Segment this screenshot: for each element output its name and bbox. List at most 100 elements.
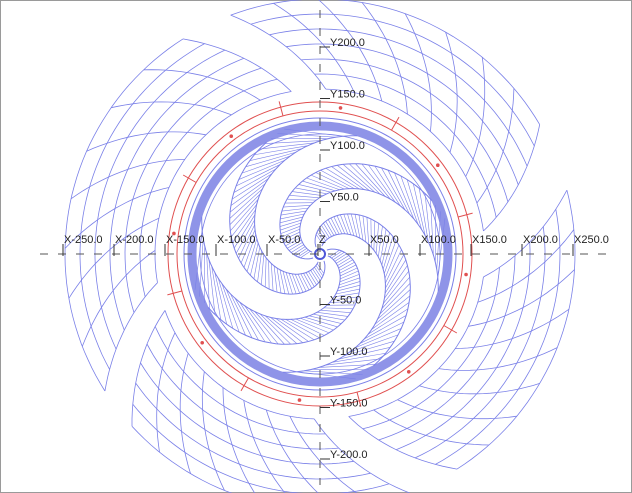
spiral-hatch <box>275 318 309 342</box>
spiral-hatch <box>257 250 262 282</box>
y-axis-label: Y-200.0 <box>330 449 368 461</box>
spiral-hatch <box>271 263 274 291</box>
spiral-hatch <box>306 177 340 191</box>
wire-radial <box>131 310 166 427</box>
y-axis-label: Y-150.0 <box>330 398 368 410</box>
spiral-hatch <box>343 214 352 235</box>
spiral-hatch <box>264 257 267 288</box>
spiral-hatch <box>381 276 410 309</box>
wire-radial <box>81 250 156 347</box>
spiral-hatch <box>292 191 324 196</box>
spiral-hatch <box>338 281 361 289</box>
spiral-hatch <box>354 214 361 239</box>
spiral-hatch <box>323 223 332 237</box>
spiral-hatch <box>250 243 259 276</box>
spiral-hatch <box>340 267 358 277</box>
spiral-hatch <box>329 300 357 303</box>
spiral-hatch <box>282 231 300 241</box>
spiral-hatch <box>280 318 315 341</box>
spiral-hatch <box>294 274 304 293</box>
spiral-hatch <box>382 236 394 270</box>
spiral-hatch <box>296 371 356 380</box>
red-tick <box>167 290 183 296</box>
spiral-hatch <box>290 319 325 336</box>
spiral-hatch <box>384 259 407 294</box>
wire-radial <box>445 31 458 153</box>
spiral-hatch <box>381 167 406 210</box>
x-axis-label: X100.0 <box>421 234 456 246</box>
wire-radial <box>465 57 486 177</box>
spiral-hatch <box>208 259 216 315</box>
spiral-hatch <box>337 165 370 191</box>
wire-radial <box>483 124 541 232</box>
spiral-hatch <box>349 163 381 195</box>
spiral-hatch <box>350 213 358 237</box>
spiral-hatch <box>289 195 320 199</box>
red-tick <box>443 325 458 334</box>
spiral-hatch <box>330 217 340 235</box>
wire-arc <box>154 91 292 283</box>
spiral-hatch <box>364 315 407 340</box>
x-axis-label: X150.0 <box>472 234 507 246</box>
spiral-edge <box>282 233 386 373</box>
spiral-hatch <box>304 316 338 328</box>
geometry <box>64 0 576 493</box>
spiral-hatch <box>297 274 307 292</box>
spiral-hatch <box>280 213 305 220</box>
axis-labels: X-250.0 X-200.0 X-150.0 X-100.0 X-50.0 Z X50.0… <box>62 37 609 461</box>
spiral-hatch <box>394 172 415 220</box>
spiral-hatch <box>424 193 432 249</box>
spiral-hatch <box>285 237 301 247</box>
red-arrow <box>297 398 302 402</box>
spiral-hatch <box>339 261 355 271</box>
spiral-edge <box>201 216 341 320</box>
spiral-hatch <box>377 289 411 320</box>
y-axis-label: Y-50.0 <box>330 295 361 307</box>
spiral-hatch <box>261 254 265 285</box>
spiral-hatch <box>339 274 360 283</box>
spiral-hatch <box>245 151 296 168</box>
spiral-hatch <box>286 198 317 201</box>
spiral-hatch <box>298 184 331 193</box>
y-axis-label: Y100.0 <box>330 140 365 152</box>
spiral-hatch <box>315 172 350 189</box>
y-axis-label: Y150.0 <box>330 89 365 101</box>
spiral-hatch <box>335 288 360 295</box>
wire-radial <box>476 88 515 204</box>
wire-arc <box>131 426 410 493</box>
wire-radial <box>361 2 408 115</box>
spiral-hatch <box>336 255 349 264</box>
spiral-hatch <box>321 225 330 238</box>
wire-radial <box>273 2 355 93</box>
spiral-hatch <box>273 265 278 293</box>
spiral-hatch <box>332 352 386 363</box>
spiral-hatch <box>230 293 253 339</box>
spiral-hatch <box>361 163 391 200</box>
spiral-hatch <box>366 217 369 245</box>
spiral-hatch <box>264 140 322 144</box>
spiral-hatch <box>231 204 257 237</box>
wire-radial <box>182 38 292 92</box>
spiral-hatch <box>383 240 397 274</box>
spiral-hatch <box>327 219 337 235</box>
x-axis-label: Z <box>319 234 326 246</box>
spiral-hatch <box>293 246 306 255</box>
spiral-hatch <box>246 238 258 272</box>
spiral-hatch <box>367 308 409 335</box>
spiral-hatch <box>381 232 390 265</box>
wire-radial <box>455 308 570 349</box>
spiral-hatch <box>310 174 345 190</box>
spiral-hatch <box>314 267 323 279</box>
spiral-hatch <box>239 301 266 343</box>
spiral-hatch <box>254 311 285 345</box>
spiral-hatch <box>240 229 256 264</box>
wire-radial <box>143 69 261 101</box>
x-axis-label: X200.0 <box>523 234 558 246</box>
spiral-hatch <box>230 199 259 232</box>
spiral-hatch <box>300 251 311 259</box>
spiral-hatch <box>229 188 263 219</box>
spiral-hatch <box>232 209 256 243</box>
spiral-hatch <box>437 218 446 278</box>
spiral-hatch <box>385 254 405 289</box>
spiral-hatch <box>310 270 319 283</box>
